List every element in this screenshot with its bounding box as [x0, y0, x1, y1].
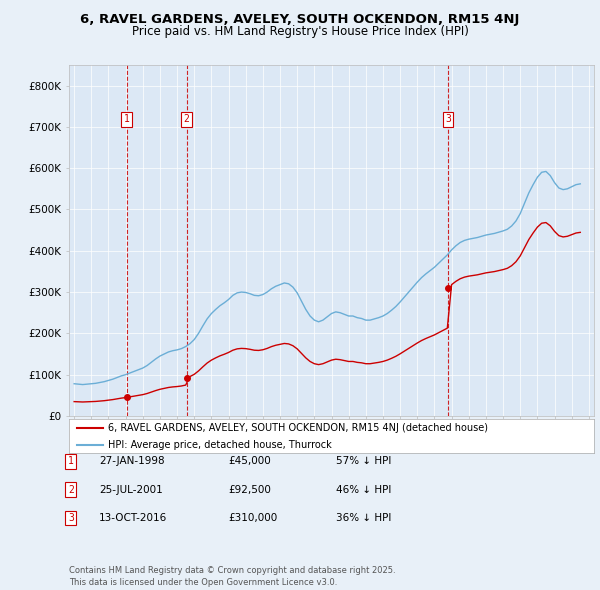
Text: Price paid vs. HM Land Registry's House Price Index (HPI): Price paid vs. HM Land Registry's House … [131, 25, 469, 38]
Text: 1: 1 [124, 114, 130, 124]
Text: 1: 1 [68, 457, 74, 466]
Text: £92,500: £92,500 [228, 485, 271, 494]
Text: 2: 2 [68, 485, 74, 494]
Text: Contains HM Land Registry data © Crown copyright and database right 2025.
This d: Contains HM Land Registry data © Crown c… [69, 566, 395, 587]
Text: 3: 3 [445, 114, 451, 124]
Text: 2: 2 [184, 114, 190, 124]
Text: 46% ↓ HPI: 46% ↓ HPI [336, 485, 391, 494]
Text: 6, RAVEL GARDENS, AVELEY, SOUTH OCKENDON, RM15 4NJ (detached house): 6, RAVEL GARDENS, AVELEY, SOUTH OCKENDON… [109, 424, 488, 434]
Text: 36% ↓ HPI: 36% ↓ HPI [336, 513, 391, 523]
Text: 3: 3 [68, 513, 74, 523]
Text: 25-JUL-2001: 25-JUL-2001 [99, 485, 163, 494]
Text: £310,000: £310,000 [228, 513, 277, 523]
Text: 27-JAN-1998: 27-JAN-1998 [99, 457, 164, 466]
Text: 57% ↓ HPI: 57% ↓ HPI [336, 457, 391, 466]
Text: £45,000: £45,000 [228, 457, 271, 466]
Text: 6, RAVEL GARDENS, AVELEY, SOUTH OCKENDON, RM15 4NJ: 6, RAVEL GARDENS, AVELEY, SOUTH OCKENDON… [80, 13, 520, 26]
Text: HPI: Average price, detached house, Thurrock: HPI: Average price, detached house, Thur… [109, 440, 332, 450]
Text: 13-OCT-2016: 13-OCT-2016 [99, 513, 167, 523]
